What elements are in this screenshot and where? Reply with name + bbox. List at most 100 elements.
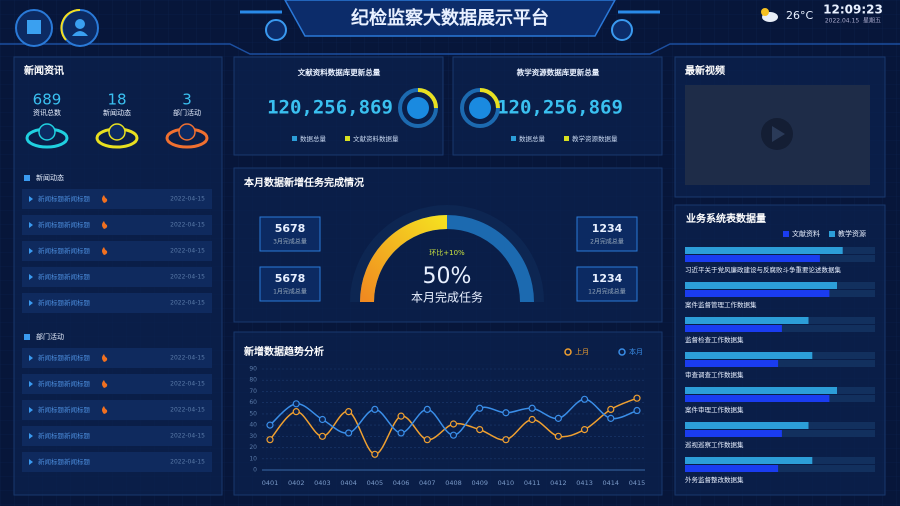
legend-label: 本月	[629, 347, 643, 356]
card-value: 120,256,869	[497, 97, 623, 119]
list-item[interactable]	[22, 241, 212, 261]
y-tick-label: 60	[249, 399, 257, 406]
stat-icon	[178, 123, 196, 141]
list-item[interactable]	[22, 215, 212, 235]
item-title: 新闻标题新闻标题	[38, 298, 91, 307]
line-point	[476, 404, 484, 412]
bullet	[29, 355, 33, 361]
hot-icon	[102, 221, 108, 229]
stat-value: 3	[182, 91, 192, 109]
list-icon	[24, 334, 30, 340]
page-title: 纪检监察大数据展示平台	[351, 7, 549, 29]
task-box	[576, 266, 638, 302]
y-tick-label: 10	[249, 455, 257, 462]
line-point	[449, 431, 458, 439]
item-title: 新闻标题新闻标题	[38, 220, 91, 229]
legend-swatch	[511, 136, 516, 141]
line-point	[318, 432, 327, 440]
line-point	[580, 395, 589, 403]
item-date: 2022-04-15	[170, 381, 205, 388]
item-date: 2022-04-15	[170, 355, 205, 362]
bar	[685, 282, 837, 289]
legend-label: 文献资料数据量	[353, 134, 399, 143]
legend-label: 数据总量	[300, 134, 327, 143]
bar	[685, 290, 830, 297]
hot-icon	[102, 354, 108, 362]
legend-swatch	[829, 231, 835, 237]
bar	[685, 247, 843, 254]
x-tick-label: 0402	[288, 479, 305, 487]
bullet	[29, 248, 33, 254]
y-tick-label: 80	[249, 377, 257, 384]
item-date: 2022-04-15	[170, 407, 205, 414]
line-point	[292, 400, 300, 408]
line-point	[554, 414, 562, 422]
task-box	[259, 266, 321, 302]
legend-label: 文献资料	[792, 229, 820, 238]
bar-label: 习近平关于党风廉政建设与反腐败斗争重要论述数据集	[685, 265, 842, 274]
x-tick-label: 0403	[314, 479, 331, 487]
video-player[interactable]	[685, 85, 870, 185]
list-item[interactable]	[22, 452, 212, 472]
task-label: 3月完成总量	[273, 238, 307, 246]
bullet	[29, 300, 33, 306]
line-point	[528, 404, 536, 412]
list-title: 部门活动	[36, 332, 64, 341]
stat-icon	[108, 123, 126, 141]
line-point	[292, 408, 300, 416]
line-point	[423, 405, 431, 413]
line-point	[345, 429, 353, 437]
list-item[interactable]	[22, 348, 212, 368]
legend-label: 数据总量	[519, 134, 546, 143]
stat-value: 18	[107, 91, 126, 109]
list-item[interactable]	[22, 426, 212, 446]
task-label: 12月完成总量	[588, 288, 626, 296]
bar-label: 审查调查工作数据集	[685, 370, 744, 379]
legend-label: 教学资源	[838, 229, 866, 238]
hot-icon	[102, 247, 108, 255]
task-box	[576, 216, 638, 252]
x-tick-label: 0407	[419, 479, 436, 487]
bar	[685, 352, 813, 359]
line-point	[371, 405, 379, 413]
item-title: 新闻标题新闻标题	[38, 353, 91, 362]
bar	[685, 255, 820, 262]
legend-swatch	[292, 136, 297, 141]
line-point	[502, 436, 510, 444]
list-item[interactable]	[22, 374, 212, 394]
stat-icon	[38, 123, 56, 141]
line-point	[607, 405, 615, 413]
line-point	[371, 450, 379, 458]
time: 12:09:23	[823, 3, 883, 17]
list-item[interactable]	[22, 400, 212, 420]
stat-label: 资讯总数	[33, 108, 61, 117]
list-item[interactable]	[22, 189, 212, 209]
list-item[interactable]	[22, 267, 212, 287]
bar-label: 巡视巡察工作数据集	[685, 440, 744, 449]
line-point	[345, 408, 353, 416]
list-item[interactable]	[22, 293, 212, 313]
task-label: 1月完成总量	[273, 288, 307, 296]
chart-title: 新增数据趋势分析	[244, 345, 324, 358]
stat-label: 新闻动态	[103, 108, 131, 117]
item-title: 新闻标题新闻标题	[38, 194, 91, 203]
gauge-value: 50%	[423, 264, 472, 289]
x-tick-label: 0406	[393, 479, 410, 487]
line-point	[633, 406, 641, 415]
line-point	[318, 415, 327, 424]
y-tick-label: 0	[253, 467, 257, 474]
x-tick-label: 0404	[340, 479, 357, 487]
item-date: 2022-04-15	[170, 300, 205, 307]
y-tick-label: 70	[249, 388, 257, 395]
item-title: 新闻标题新闻标题	[38, 405, 91, 414]
gauge-change: 环比+10%	[429, 248, 465, 257]
bar-label: 外务监督整改数据集	[685, 475, 744, 484]
weekday: 星期五	[863, 17, 881, 25]
legend-marker	[564, 348, 572, 356]
legend-swatch	[783, 231, 789, 237]
item-date: 2022-04-15	[170, 196, 205, 203]
bullet	[29, 222, 33, 228]
line-point	[476, 426, 484, 434]
bar-track	[685, 465, 875, 472]
task-value: 5678	[275, 272, 306, 285]
